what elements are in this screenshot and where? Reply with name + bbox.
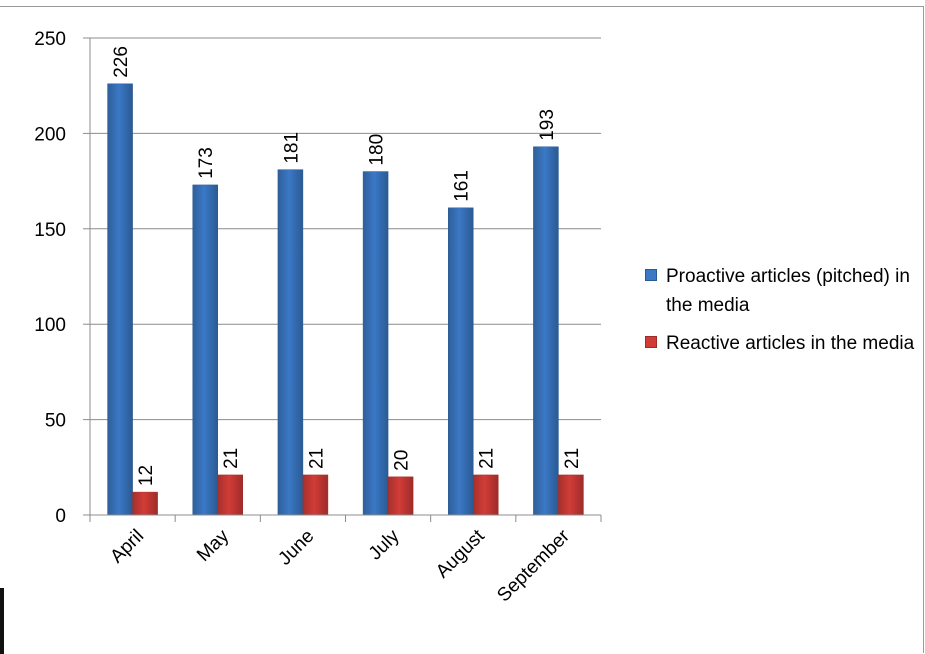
bar-reactive-may (217, 474, 243, 516)
data-label: 21 (562, 448, 583, 469)
legend-swatch-proactive (645, 269, 657, 281)
legend-label-reactive: Reactive articles in the media (666, 333, 915, 354)
bar-proactive-april (107, 83, 133, 516)
x-tick-label-september: September (493, 525, 574, 606)
y-tick-label: 50 (45, 411, 66, 432)
bar-reactive-april (132, 491, 158, 516)
gridlines (90, 37, 601, 421)
data-label: 226 (111, 46, 132, 78)
data-labels: 226 173 181 180 161 193 12 21 21 20 21 21 (111, 46, 583, 486)
bar-proactive-july (362, 171, 389, 516)
bar-reactive-september (558, 474, 584, 516)
legend-item-reactive: Reactive articles in the media (645, 329, 920, 358)
data-label: 193 (537, 109, 558, 141)
window-edge-mark (0, 588, 4, 654)
bars (107, 83, 584, 516)
bar-reactive-july (387, 476, 414, 516)
legend-item-proactive: Proactive articles (pitched) in the medi… (645, 262, 920, 320)
data-label: 21 (477, 448, 498, 469)
bar-proactive-may (192, 184, 218, 516)
y-tick-label: 150 (34, 220, 66, 241)
legend-swatch-reactive (645, 336, 657, 348)
legend-label-proactive: Proactive articles (pitched) in the medi… (666, 266, 910, 316)
y-tick-label: 250 (34, 29, 66, 50)
x-tick-label-april: April (106, 526, 148, 568)
y-tick-label: 200 (34, 124, 66, 145)
chart-frame (0, 6, 924, 653)
data-label: 161 (452, 170, 473, 202)
data-label: 180 (367, 134, 388, 166)
data-label: 21 (221, 448, 242, 469)
y-tick-label: 100 (34, 315, 66, 336)
bar-reactive-august (473, 474, 499, 516)
bar-proactive-september (533, 146, 559, 516)
y-tick-label: 0 (55, 506, 66, 527)
x-tick-label-june: June (274, 526, 318, 570)
x-tick-label-may: May (193, 525, 234, 566)
data-label: 173 (196, 147, 217, 179)
bar-proactive-august (448, 207, 474, 516)
data-label: 20 (392, 450, 413, 471)
bar-reactive-june (302, 474, 329, 516)
x-tick-label-july: July (365, 525, 404, 564)
legend: Proactive articles (pitched) in the medi… (645, 262, 920, 367)
data-label: 181 (281, 132, 302, 164)
data-label: 21 (306, 448, 327, 469)
data-label: 12 (136, 465, 157, 486)
bar-proactive-june (277, 169, 304, 516)
x-tick-label-august: August (432, 525, 489, 582)
